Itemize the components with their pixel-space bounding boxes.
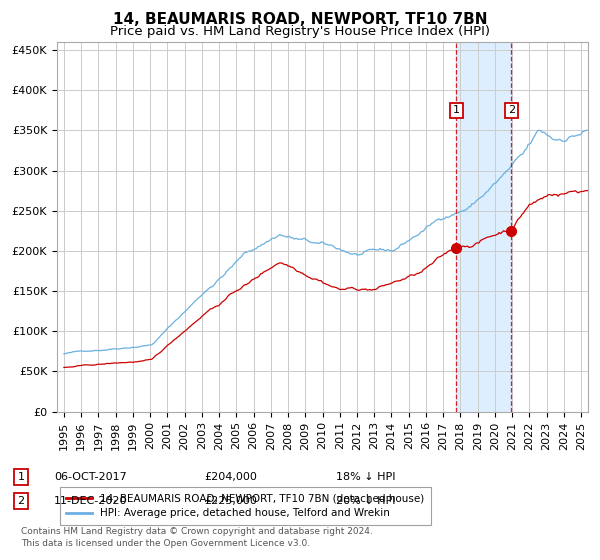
Text: 2: 2 [508,105,515,115]
Text: £204,000: £204,000 [204,472,257,482]
Text: Price paid vs. HM Land Registry's House Price Index (HPI): Price paid vs. HM Land Registry's House … [110,25,490,38]
Text: 18% ↓ HPI: 18% ↓ HPI [336,472,395,482]
Text: 11-DEC-2020: 11-DEC-2020 [54,496,128,506]
Text: 2: 2 [17,496,25,506]
Text: Contains HM Land Registry data © Crown copyright and database right 2024.
This d: Contains HM Land Registry data © Crown c… [21,527,373,548]
Text: 20% ↓ HPI: 20% ↓ HPI [336,496,395,506]
Text: 06-OCT-2017: 06-OCT-2017 [54,472,127,482]
Text: 14, BEAUMARIS ROAD, NEWPORT, TF10 7BN: 14, BEAUMARIS ROAD, NEWPORT, TF10 7BN [113,12,487,27]
Text: £225,000: £225,000 [204,496,257,506]
Bar [456,42,511,412]
Text: 1: 1 [453,105,460,115]
Text: 1: 1 [17,472,25,482]
Legend: 14, BEAUMARIS ROAD, NEWPORT, TF10 7BN (detached house), HPI: Average price, deta: 14, BEAUMARIS ROAD, NEWPORT, TF10 7BN (d… [59,487,431,525]
